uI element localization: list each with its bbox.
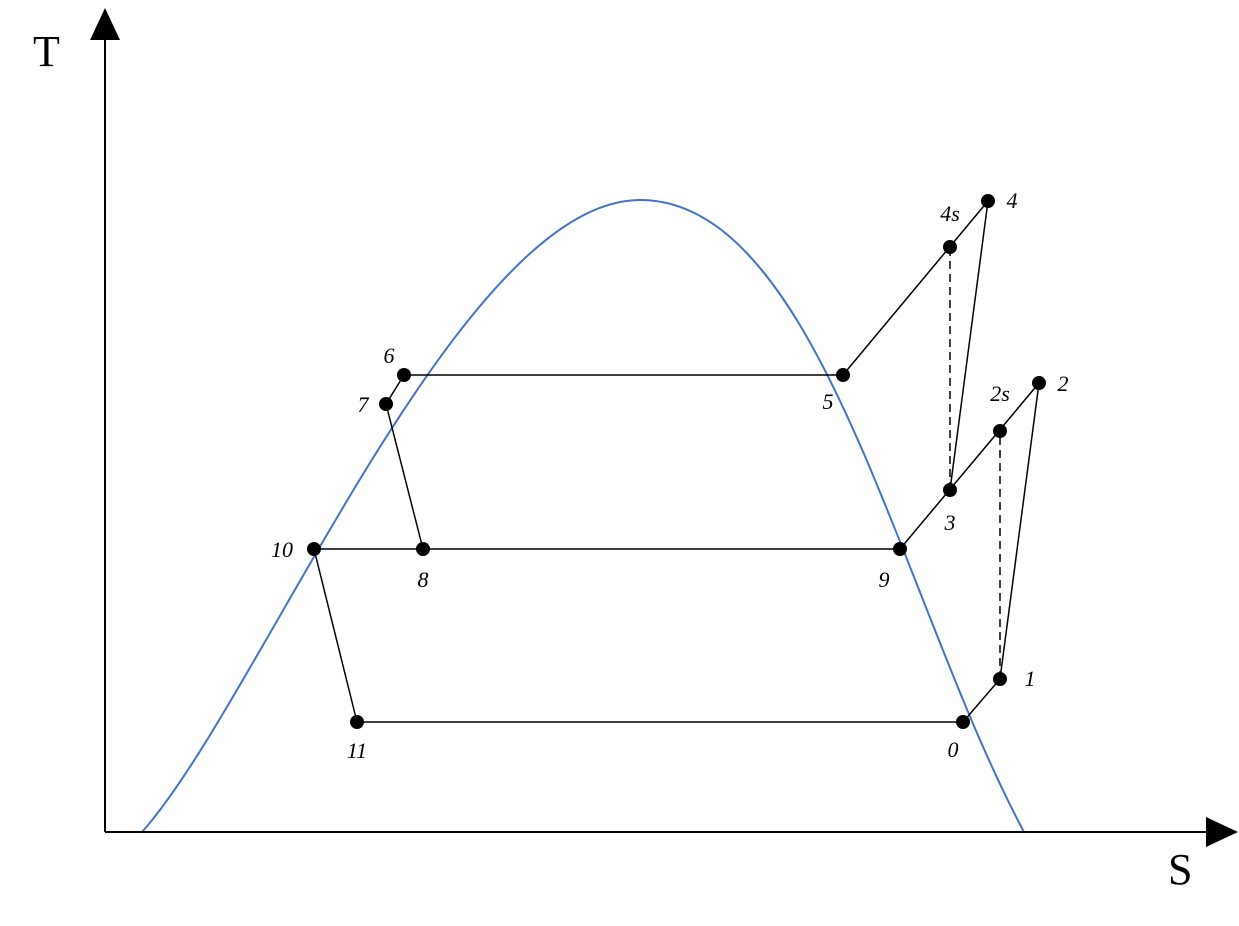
state-label-6: 6 <box>384 343 395 368</box>
segment-3-4 <box>949 200 989 491</box>
segment-9-2 <box>899 382 1040 550</box>
state-point-2s <box>993 424 1007 438</box>
state-point-1 <box>993 672 1007 686</box>
state-label-4s: 4s <box>940 201 960 226</box>
state-label-3: 3 <box>944 510 956 535</box>
x-axis-arrow <box>1206 817 1238 847</box>
state-label-5: 5 <box>823 389 834 414</box>
state-label-4: 4 <box>1007 188 1018 213</box>
state-point-4s <box>943 240 957 254</box>
segment-7-8 <box>385 403 424 550</box>
state-label-2: 2 <box>1058 371 1069 396</box>
state-point-4 <box>981 194 995 208</box>
state-point-11 <box>350 715 364 729</box>
state-point-6 <box>397 368 411 382</box>
state-point-8 <box>416 542 430 556</box>
segment-0-1 <box>962 678 1001 723</box>
process-lines <box>313 200 1040 723</box>
state-label-1: 1 <box>1025 666 1036 691</box>
segment-1-2 <box>999 382 1040 680</box>
state-label-7: 7 <box>358 392 370 417</box>
state-label-0: 0 <box>948 737 959 762</box>
state-points <box>307 194 1046 729</box>
saturation-dome <box>141 198 1025 833</box>
state-point-9 <box>893 542 907 556</box>
state-label-10: 10 <box>271 537 293 562</box>
state-point-7 <box>379 397 393 411</box>
state-point-5 <box>836 368 850 382</box>
x-axis-label: S <box>1168 845 1192 894</box>
state-point-0 <box>956 715 970 729</box>
state-point-2 <box>1032 376 1046 390</box>
y-axis-arrow <box>90 8 120 40</box>
segment-10-11 <box>313 548 358 723</box>
state-label-11: 11 <box>347 738 367 763</box>
y-axis-label: T <box>33 27 60 76</box>
segment-5-4 <box>842 200 989 376</box>
state-point-3 <box>943 483 957 497</box>
state-label-8: 8 <box>418 567 429 592</box>
state-point-10 <box>307 542 321 556</box>
state-label-2s: 2s <box>990 381 1010 406</box>
state-label-9: 9 <box>879 567 890 592</box>
state-labels: 0 1 2s 2 3 4s 4 5 67 8 9 10 11 <box>271 188 1069 763</box>
